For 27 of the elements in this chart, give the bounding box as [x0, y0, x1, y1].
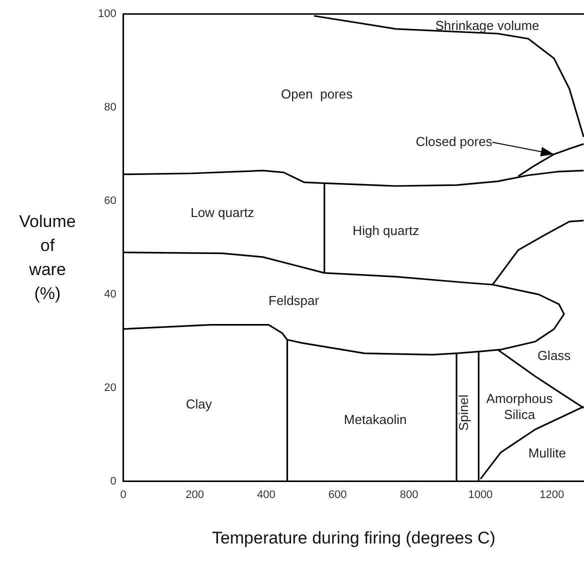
x-tick-label: 1000: [468, 489, 493, 502]
x-tick-label: 200: [186, 489, 204, 502]
y-axis-title: Volume of ware (%): [18, 211, 77, 305]
y-tick-label: 0: [110, 475, 116, 488]
y-tick-label: 20: [104, 382, 116, 394]
annotation: Feldspar: [268, 293, 320, 308]
annotation: High quartz: [352, 222, 420, 238]
x-tick-label: 800: [400, 489, 418, 502]
annotation: Mullite: [528, 445, 566, 460]
y-tick-label: 60: [104, 194, 116, 207]
x-tick-label: 0: [120, 489, 126, 502]
y-tick-label: 80: [104, 102, 116, 114]
annotation: Clay: [186, 396, 212, 412]
annotation: Spinel: [456, 394, 471, 431]
y-tick-label: 100: [98, 8, 116, 20]
annotation: Low quartz: [190, 205, 254, 220]
x-tick-label: 400: [257, 489, 276, 502]
x-axis-title: Temperature during firing (degrees C): [212, 528, 496, 548]
x-tick-label: 600: [328, 489, 347, 502]
annotation: Shrinkage volume: [435, 18, 540, 34]
annotation: Glass: [537, 348, 572, 364]
annotation: Closed pores: [416, 134, 493, 149]
annotation: Amorphous Silica: [486, 391, 554, 422]
annotation: Metakaolin: [344, 412, 407, 428]
y-tick-label: 40: [104, 288, 116, 300]
x-tick-label: 1200: [540, 489, 564, 502]
annotation: Open pores: [281, 86, 354, 102]
